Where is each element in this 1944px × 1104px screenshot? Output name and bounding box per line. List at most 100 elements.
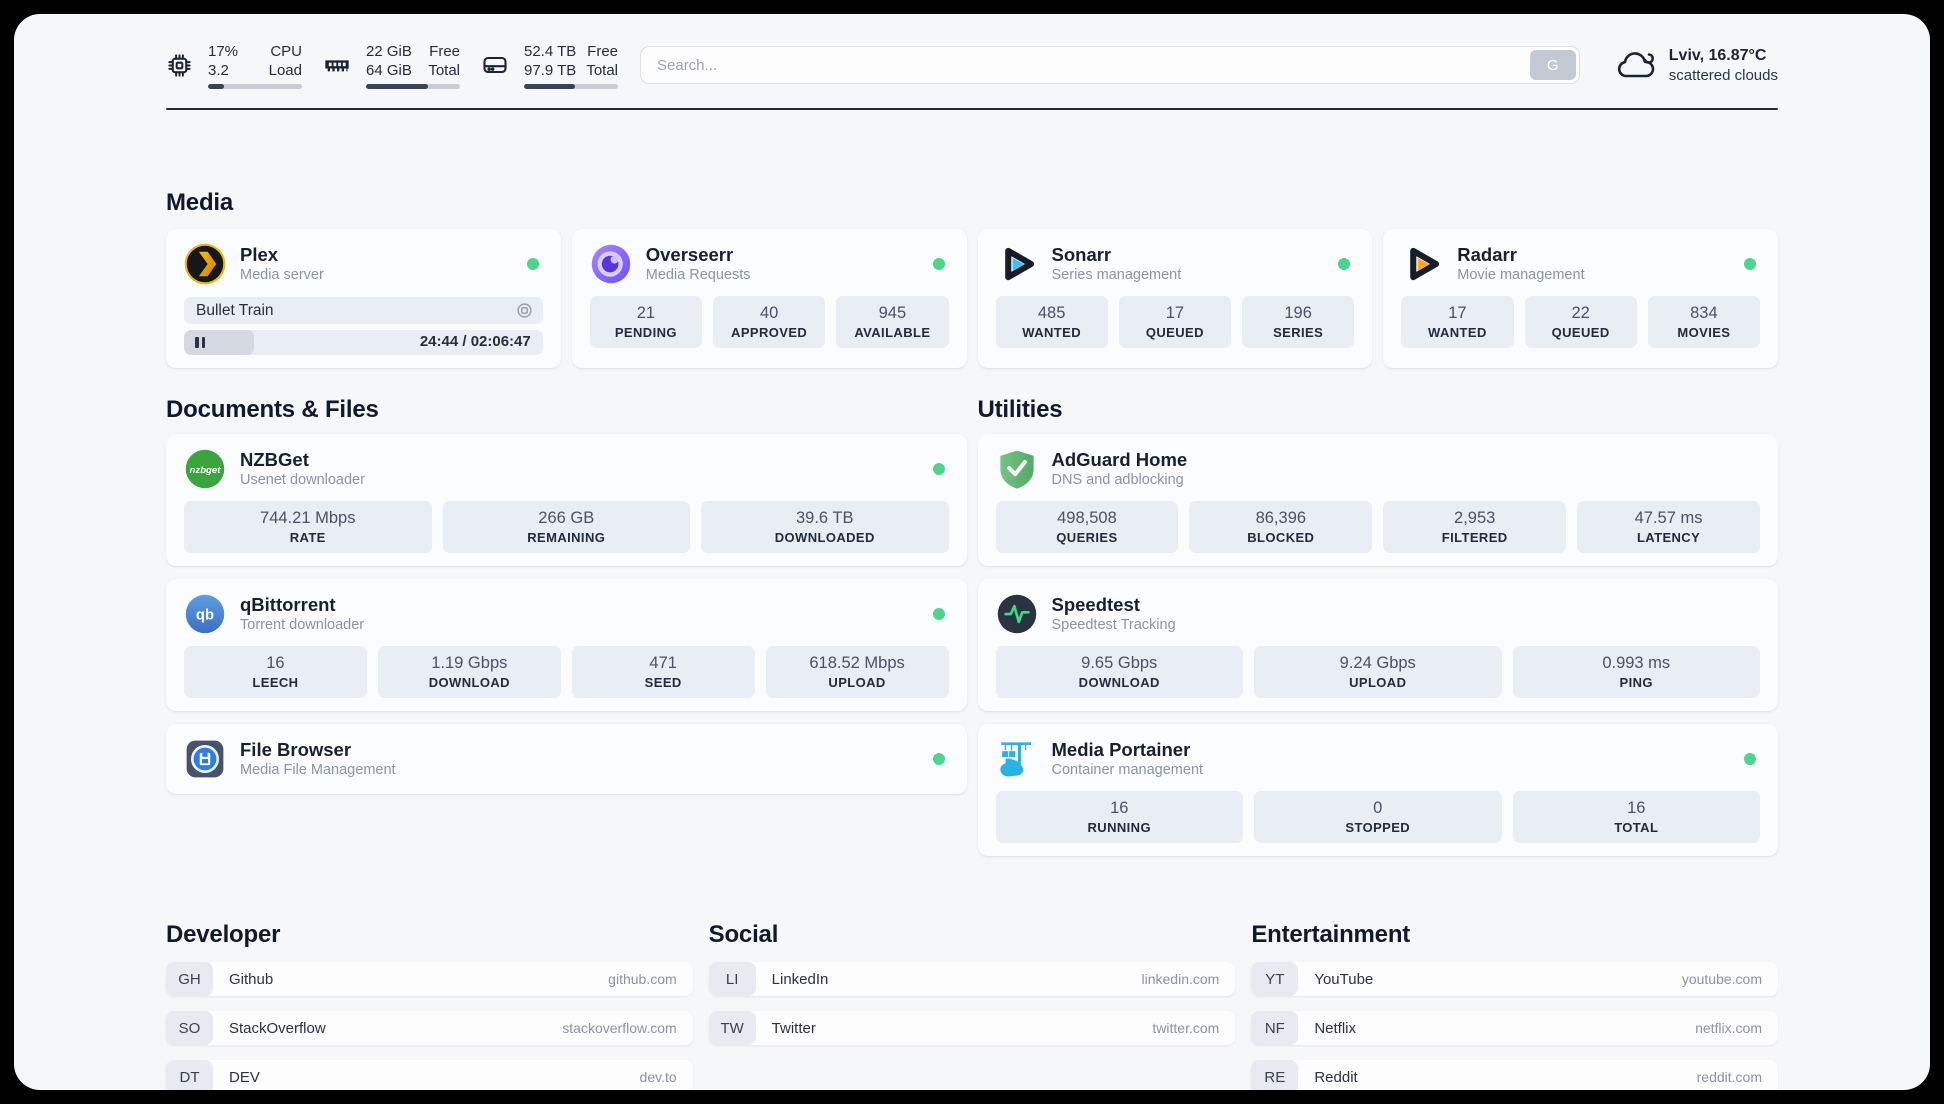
- disk-total-label: Total: [586, 61, 618, 79]
- stat-box: 834 MOVIES: [1647, 296, 1760, 348]
- status-online-dot: [932, 258, 945, 270]
- bookmark-github[interactable]: GH Github github.com: [166, 962, 693, 996]
- bookmark-tag: SO: [166, 1011, 213, 1045]
- bookmark-group-developer: Developer GH Github github.com SO StackO…: [166, 856, 693, 1090]
- bookmark-name: StackOverflow: [229, 1019, 326, 1037]
- bookmark-tag: YT: [1251, 962, 1299, 996]
- bookmark-group-social: Social LI LinkedIn linkedin.com TW Twitt…: [708, 856, 1236, 1045]
- bookmark-tag: NF: [1251, 1011, 1299, 1045]
- stat-box: 196 SERIES: [1242, 296, 1355, 348]
- bookmark-linkedin[interactable]: LI LinkedIn linkedin.com: [708, 962, 1236, 996]
- stat-box: 1.19 Gbps DOWNLOAD: [377, 646, 561, 698]
- bookmark-name: YouTube: [1314, 970, 1374, 988]
- app-card-nzbget[interactable]: nzbget NZBGet Usenet downloader 744.21 M…: [166, 434, 967, 566]
- disk-icon: [483, 56, 507, 74]
- status-online-dot: [932, 753, 945, 765]
- ram-total-label: Total: [428, 61, 460, 79]
- media-cards-row: Plex Media server Bullet Train 24:44 / 0…: [166, 229, 1778, 368]
- cpu-load: 3.2: [208, 61, 229, 79]
- sonarr-icon: [1004, 247, 1034, 281]
- stat-box: 16 TOTAL: [1512, 791, 1760, 843]
- speedtest-icon: [997, 594, 1036, 634]
- section-title-media: Media: [166, 189, 234, 216]
- app-name: Overseerr: [645, 244, 734, 265]
- bookmark-group-entertainment: Entertainment YT YouTube youtube.com NF …: [1251, 856, 1778, 1090]
- app-card-plex[interactable]: Plex Media server Bullet Train 24:44 / 0…: [166, 229, 561, 368]
- bookmark-youtube[interactable]: YT YouTube youtube.com: [1251, 962, 1778, 996]
- bookmark-domain: stackoverflow.com: [562, 1020, 677, 1036]
- stat-box: 22 QUEUED: [1524, 296, 1637, 348]
- cpu-stat: 17% CPU 3.2 Load: [166, 42, 302, 89]
- app-name: qBittorrent: [240, 594, 336, 615]
- disk-free-label: Free: [587, 42, 618, 60]
- disk-total: 97.9 TB: [524, 61, 577, 79]
- app-name: File Browser: [240, 739, 352, 760]
- bookmark-tag: GH: [166, 962, 213, 996]
- status-online-dot: [932, 463, 945, 475]
- disk-free: 52.4 TB: [524, 42, 577, 60]
- cpu-icon: [168, 53, 191, 77]
- app-card-adguard[interactable]: AdGuard Home DNS and adblocking 498,508 Q…: [977, 434, 1778, 566]
- app-subtitle: Speedtest Tracking: [1051, 617, 1176, 633]
- section-title-developer: Developer: [166, 921, 281, 948]
- ram-progress-bar: [366, 83, 460, 89]
- stat-box: 0.993 ms PING: [1512, 646, 1760, 698]
- documents-column: Documents & Files nzbget NZBGet Usenet d…: [166, 368, 967, 794]
- top-bar: 17% CPU 3.2 Load 22 GiB Free 64 GiB Total: [166, 14, 1778, 94]
- bookmark-reddit[interactable]: RE Reddit reddit.com: [1251, 1060, 1778, 1090]
- playback-progress-bar: 24:44 / 02:06:47: [184, 330, 543, 355]
- ram-free: 22 GiB: [366, 42, 412, 60]
- app-subtitle: Media Requests: [645, 267, 751, 283]
- app-card-sonarr[interactable]: Sonarr Series management 485 WANTED 17 QUE…: [977, 229, 1373, 368]
- portainer-icon: [999, 742, 1031, 777]
- app-subtitle: Media server: [240, 267, 324, 283]
- stat-box: 9.24 Gbps UPLOAD: [1254, 646, 1502, 698]
- stat-box: 21 PENDING: [589, 296, 702, 348]
- app-name: Sonarr: [1051, 244, 1112, 265]
- weather-location-temp: Lviv, 16.87°C: [1668, 46, 1767, 64]
- app-subtitle: Usenet downloader: [240, 472, 365, 488]
- bookmark-name: Twitter: [771, 1019, 816, 1037]
- disk-progress-bar: [524, 83, 618, 89]
- app-card-qbittorrent[interactable]: qb qBittorrent Torrent downloader 16 LEEC…: [166, 579, 967, 711]
- app-name: Speedtest: [1051, 594, 1140, 615]
- search-engine-button[interactable]: G: [1529, 50, 1576, 80]
- dashboard-page: 17% CPU 3.2 Load 22 GiB Free 64 GiB Total: [14, 14, 1930, 1090]
- status-online-dot: [1744, 753, 1756, 765]
- app-card-portainer[interactable]: Media Portainer Container management 16 R…: [977, 724, 1778, 856]
- disk-stat: 52.4 TB Free 97.9 TB Total: [481, 42, 618, 89]
- status-online-dot: [1338, 258, 1351, 270]
- qbittorrent-icon: qb: [185, 594, 225, 634]
- app-card-speedtest[interactable]: Speedtest Speedtest Tracking 9.65 Gbps DO…: [977, 579, 1778, 711]
- bookmark-name: Github: [229, 970, 274, 988]
- app-card-filebrowser[interactable]: File Browser Media File Management: [166, 724, 967, 794]
- app-card-radarr[interactable]: Radarr Movie management 17 WANTED 22 QUEUE…: [1383, 229, 1778, 368]
- ram-total: 64 GiB: [366, 61, 412, 79]
- search-input[interactable]: [640, 46, 1580, 84]
- bookmark-domain: dev.to: [639, 1069, 677, 1085]
- filebrowser-icon: [186, 740, 224, 778]
- stat-box: 16 RUNNING: [995, 791, 1243, 843]
- utilities-column: Utilities AdGuard Home DNS and adblockin…: [977, 368, 1778, 856]
- stat-box: 16 LEECH: [184, 646, 367, 698]
- status-online-dot: [1744, 258, 1756, 270]
- radarr-icon: [1410, 247, 1440, 281]
- bookmark-domain: netflix.com: [1695, 1020, 1762, 1036]
- bookmark-domain: twitter.com: [1152, 1020, 1220, 1036]
- app-subtitle: Container management: [1051, 762, 1204, 778]
- adguard-icon: [999, 450, 1034, 489]
- weather-condition: scattered clouds: [1668, 66, 1778, 84]
- bookmark-netflix[interactable]: NF Netflix netflix.com: [1251, 1011, 1778, 1045]
- bookmark-name: Reddit: [1314, 1068, 1358, 1086]
- status-online-dot: [932, 608, 945, 620]
- app-subtitle: Movie management: [1457, 267, 1585, 283]
- app-card-overseerr[interactable]: Overseerr Media Requests 21 PENDING 40 APP…: [571, 229, 967, 368]
- now-playing-row: Bullet Train: [184, 297, 543, 324]
- bookmark-stackoverflow[interactable]: SO StackOverflow stackoverflow.com: [166, 1011, 693, 1045]
- bookmark-twitter[interactable]: TW Twitter twitter.com: [708, 1011, 1236, 1045]
- stat-box: 39.6 TB DOWNLOADED: [701, 501, 949, 553]
- system-stats: 17% CPU 3.2 Load 22 GiB Free 64 GiB Total: [166, 42, 618, 89]
- plex-icon: [184, 243, 226, 285]
- stat-box: 2,953 FILTERED: [1383, 501, 1567, 553]
- bookmark-dev[interactable]: DT DEV dev.to: [166, 1060, 693, 1090]
